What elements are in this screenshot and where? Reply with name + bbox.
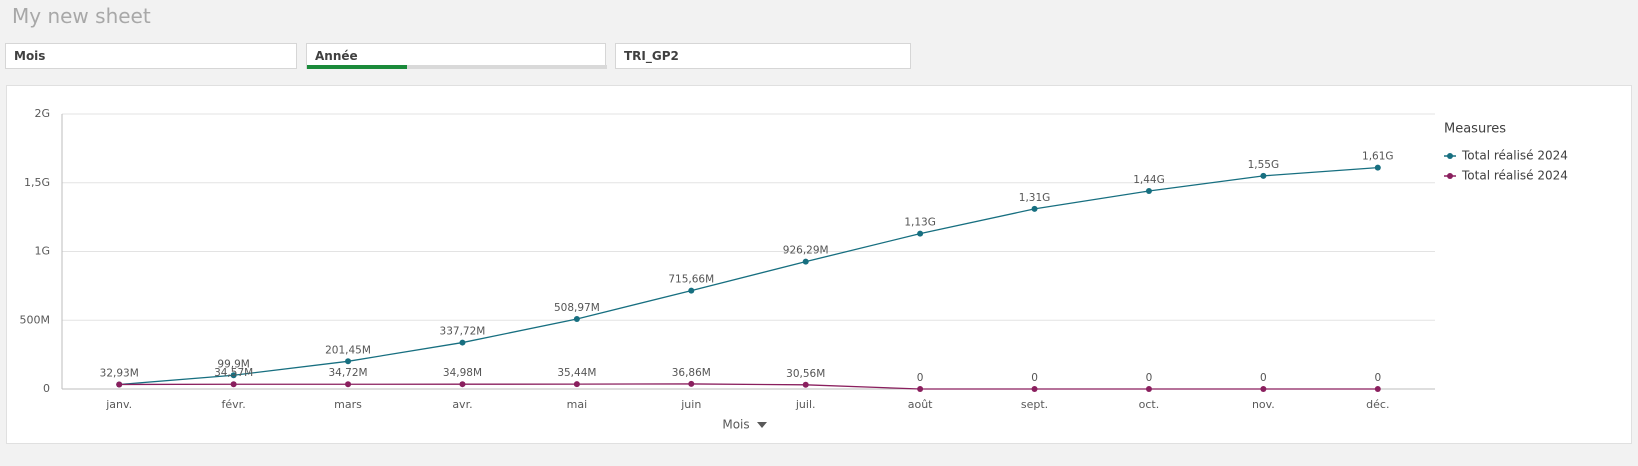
x-tick-label: août [908,398,933,411]
value-label: 34,57M [214,367,253,379]
y-tick-label: 0 [43,382,50,395]
dropdown-icon[interactable] [757,422,767,428]
filter[interactable]: Année [306,43,607,69]
x-tick-label: nov. [1252,398,1275,411]
value-label: 34,98M [443,367,482,379]
point [688,380,695,387]
legend-label: Total réalisé 2024 [1461,149,1568,163]
point [1031,386,1038,392]
value-label: 30,56M [786,368,825,380]
x-tick-label: avr. [452,398,472,411]
x-tick-label: mars [334,398,362,411]
value-label: 201,45M [325,344,371,356]
y-tick-label: 2G [34,107,50,120]
value-label: 0 [1146,372,1153,384]
point [917,386,924,392]
point [1145,188,1152,194]
point [459,339,466,346]
legend-label: Total réalisé 2024 [1461,169,1568,183]
point [1374,164,1381,171]
y-tick-label: 1G [34,245,50,258]
x-tick-label: déc. [1366,398,1389,411]
value-label: 35,44M [557,367,596,379]
point [116,381,123,388]
x-tick-label: juil. [795,398,816,411]
legend-dot [1447,153,1453,159]
legend-title: Measures [1444,122,1506,137]
y-tick-label: 1,5G [24,176,50,189]
point [802,381,809,388]
value-label: 0 [1374,372,1381,384]
value-label: 0 [1260,372,1267,384]
value-label: 715,66M [668,274,714,286]
filter[interactable]: TRI_GP2 [615,43,911,69]
value-label: 99,9M [217,358,249,370]
point [802,258,809,265]
point [459,381,466,388]
line [119,166,1378,386]
filter-bar [307,65,607,69]
value-label: 0 [1031,372,1038,384]
point [230,381,237,388]
x-tick-label: oct. [1139,398,1160,411]
x-tick-label: juin [680,398,701,411]
value-label: 1,31G [1019,192,1051,204]
point [573,381,580,388]
point [345,381,352,388]
value-label: 0 [917,372,924,384]
line [119,383,1378,390]
sheet-title: My new sheet [12,4,151,28]
point [1374,386,1381,392]
point [230,372,237,379]
value-label: 34,72M [328,367,367,379]
x-tick-label: mai [567,398,588,411]
point [688,287,695,294]
value-label: 1,55G [1248,159,1280,171]
point [573,316,580,323]
point [1260,386,1267,392]
x-tick-label: janv. [105,398,132,411]
value-label: 1,61G [1362,151,1394,163]
x-axis-title[interactable]: Mois [722,418,749,432]
filter[interactable]: Mois [5,43,297,69]
x-tick-label: févr. [222,398,246,411]
value-label: 926,29M [783,245,829,257]
filter-label: Année [315,49,358,63]
point [1031,205,1038,212]
value-label: 1,13G [904,217,936,229]
point [1145,386,1152,392]
value-label: 508,97M [554,302,600,314]
value-label: 36,86M [672,367,711,379]
point [1260,172,1267,179]
value-label: 32,93M [100,367,139,379]
point [917,230,924,237]
x-tick-label: sept. [1021,398,1048,411]
point [345,358,352,365]
filter-bar-fill [307,65,407,69]
y-tick-label: 500M [20,313,51,326]
value-label: 337,72M [440,326,486,338]
legend-dot [1447,173,1453,179]
value-label: 1,44G [1133,174,1165,186]
